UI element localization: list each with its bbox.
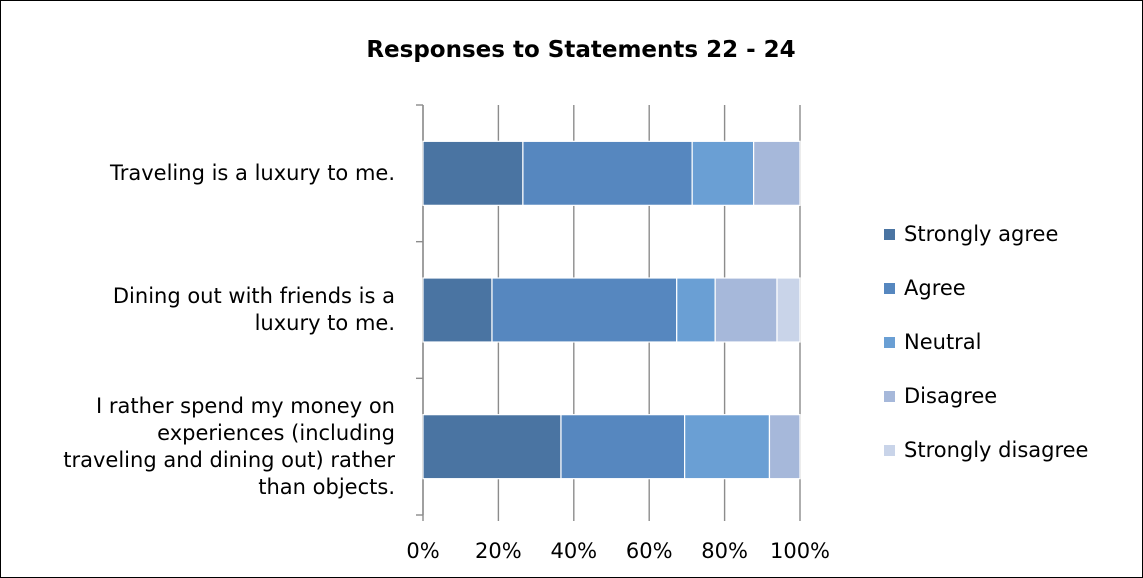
category-label-line: Traveling is a luxury to me. bbox=[110, 160, 395, 185]
chart-title: Responses to Statements 22 - 24 bbox=[366, 37, 796, 63]
legend-label: Strongly disagree bbox=[904, 438, 1089, 462]
legend-swatch bbox=[884, 390, 895, 402]
legend-item: Strongly disagree bbox=[884, 423, 1088, 477]
bar-segment-agree bbox=[560, 414, 686, 480]
x-tick-label: 0% bbox=[406, 539, 440, 563]
legend-item: Neutral bbox=[884, 315, 1088, 369]
bar-segment-neutral bbox=[684, 414, 771, 480]
bar-segment-neutral bbox=[676, 277, 716, 343]
bar-segment-neutral bbox=[691, 140, 755, 206]
legend-swatch bbox=[884, 444, 895, 456]
bar-segment-strongly-agree bbox=[422, 277, 493, 343]
bar-segment-strongly-agree bbox=[422, 414, 562, 480]
legend-label: Agree bbox=[904, 276, 966, 300]
category-label-line: I rather spend my money on bbox=[95, 393, 395, 418]
legend-swatch bbox=[884, 336, 895, 348]
legend-item: Strongly agree bbox=[884, 207, 1088, 261]
bar-segment-strongly-disagree bbox=[776, 277, 801, 343]
x-tick-label: 60% bbox=[625, 539, 673, 563]
x-tick-label: 20% bbox=[475, 539, 522, 563]
bar-segment-strongly-agree bbox=[422, 140, 524, 206]
category-label: I rather spend my money on experiences (i… bbox=[35, 393, 395, 501]
bar-segment-disagree bbox=[714, 277, 778, 343]
bar-segment-disagree bbox=[753, 140, 801, 206]
category-label-line: luxury to me. bbox=[254, 311, 395, 335]
bar-segment-disagree bbox=[768, 414, 801, 480]
legend-swatch bbox=[884, 228, 895, 240]
category-label: Traveling is a luxury to me. bbox=[35, 160, 395, 187]
legend-label: Neutral bbox=[904, 330, 982, 354]
chart-legend: Strongly agree Agree Neutral Disagree Strong… bbox=[884, 207, 1088, 477]
legend-label: Strongly agree bbox=[904, 222, 1059, 246]
bar-segment-agree bbox=[491, 277, 678, 343]
x-tick-label: 40% bbox=[550, 539, 598, 563]
x-tick-label: 80% bbox=[701, 539, 748, 563]
legend-item: Disagree bbox=[884, 369, 1088, 423]
category-label-line: traveling and dining out) rather bbox=[63, 447, 395, 472]
category-label-line: experiences (including bbox=[157, 420, 395, 445]
legend-label: Disagree bbox=[904, 384, 998, 408]
legend-item: Agree bbox=[884, 261, 1088, 315]
category-label-line: than objects. bbox=[258, 474, 395, 499]
category-label-line: Dining out with friends is a bbox=[112, 284, 395, 308]
bar-segment-agree bbox=[522, 140, 693, 206]
x-tick-label: 100% bbox=[769, 539, 831, 563]
legend-swatch bbox=[884, 282, 895, 294]
category-label: Dining out with friends is a luxury to me… bbox=[35, 283, 395, 337]
